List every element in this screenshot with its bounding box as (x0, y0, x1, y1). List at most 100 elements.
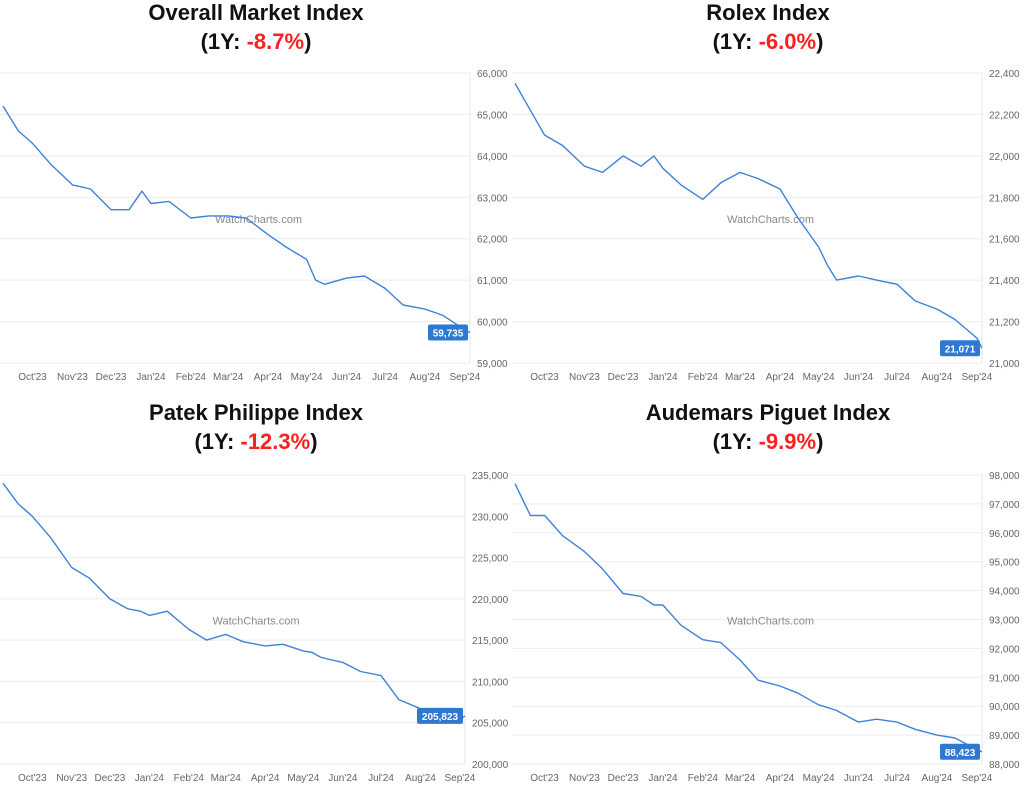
chart-subtitle: (1Y: -12.3%) (0, 429, 512, 455)
watermark: WatchCharts.com (727, 214, 814, 226)
series-line (514, 83, 983, 349)
x-tick-label: Nov'23 (569, 372, 600, 383)
y-tick-label: 60,000 (477, 318, 508, 329)
current-value-badge (417, 707, 463, 724)
y-tick-label: 59,000 (477, 359, 508, 370)
y-tick-label: 64,000 (477, 152, 508, 163)
x-tick-label: Apr'24 (251, 773, 280, 784)
x-tick-label: Feb'24 (176, 372, 207, 383)
x-tick-label: Nov'23 (569, 773, 600, 784)
x-tick-label: Mar'24 (211, 773, 242, 784)
y-tick-label: 21,200 (989, 318, 1020, 329)
y-tick-label: 21,400 (989, 276, 1020, 287)
series-line (2, 482, 466, 721)
x-tick-label: Sep'24 (449, 372, 480, 383)
x-tick-label: Nov'23 (56, 773, 87, 784)
x-tick-label: Jan'24 (648, 773, 678, 784)
current-value-label: 21,071 (945, 344, 976, 355)
y-tick-label: 62,000 (477, 235, 508, 246)
y-tick-label: 21,000 (989, 359, 1020, 370)
change-value: -9.9% (758, 429, 817, 454)
y-tick-label: 220,000 (472, 595, 509, 606)
chart-patek-philippe: Patek Philippe Index (1Y: -12.3%) 200,00… (0, 400, 512, 792)
y-tick-label: 205,000 (472, 719, 509, 730)
change-value: -12.3% (240, 429, 311, 454)
x-tick-label: Jan'24 (136, 372, 166, 383)
y-tick-label: 22,000 (989, 152, 1020, 163)
subtitle-prefix: (1Y: (194, 429, 241, 454)
x-tick-label: May'24 (803, 372, 835, 383)
current-value-badge (940, 340, 980, 357)
y-tick-label: 97,000 (989, 500, 1020, 511)
chart-title: Audemars Piguet Index (645, 400, 891, 425)
x-tick-label: Aug'24 (405, 773, 436, 784)
chart-subtitle: (1Y: -8.7%) (0, 29, 512, 55)
x-tick-label: Apr'24 (766, 773, 795, 784)
x-tick-label: Apr'24 (766, 372, 795, 383)
y-tick-label: 91,000 (989, 673, 1020, 684)
x-tick-label: Oct'23 (530, 372, 559, 383)
subtitle-suffix: ) (304, 29, 312, 54)
chart-subtitle: (1Y: -9.9%) (512, 429, 1024, 455)
y-tick-label: 92,000 (989, 644, 1020, 655)
y-tick-label: 215,000 (472, 636, 509, 647)
change-value: -6.0% (758, 29, 817, 54)
chart-plot: 88,000 89,000 90,000 91,000 92,000 93,000 94,0… (512, 471, 1020, 784)
x-tick-label: Mar'24 (725, 372, 756, 383)
chart-overall-market: Overall Market Index (1Y: -8.7%) 59,000 6… (0, 0, 512, 392)
change-value: -8.7% (246, 29, 305, 54)
x-tick-label: May'24 (291, 372, 323, 383)
subtitle-suffix: ) (310, 429, 318, 454)
chart-title: Patek Philippe Index (149, 400, 363, 425)
subtitle-prefix: (1Y: (712, 29, 759, 54)
x-tick-label: Feb'24 (688, 773, 719, 784)
current-value-label: 88,423 (945, 748, 976, 759)
y-tick-label: 235,000 (472, 471, 509, 482)
watermark: WatchCharts.com (212, 616, 299, 628)
x-tick-label: Oct'23 (18, 372, 47, 383)
x-tick-label: Aug'24 (922, 773, 953, 784)
y-tick-label: 98,000 (989, 471, 1020, 482)
y-tick-label: 63,000 (477, 193, 508, 204)
y-tick-label: 200,000 (472, 760, 509, 771)
y-tick-label: 21,600 (989, 235, 1020, 246)
x-tick-label: Sep'24 (961, 372, 992, 383)
y-tick-label: 96,000 (989, 529, 1020, 540)
series-line (514, 483, 983, 753)
y-tick-label: 66,000 (477, 69, 508, 80)
x-tick-label: May'24 (803, 773, 835, 784)
x-tick-label: Jan'24 (135, 773, 165, 784)
y-tick-label: 94,000 (989, 587, 1020, 598)
x-tick-label: Aug'24 (410, 372, 441, 383)
chart-title: Overall Market Index (148, 0, 364, 25)
subtitle-suffix: ) (816, 429, 824, 454)
chart-title: Rolex Index (706, 0, 830, 25)
x-tick-label: Jul'24 (368, 773, 394, 784)
chart-subtitle: (1Y: -6.0%) (512, 29, 1024, 55)
x-tick-label: Sep'24 (961, 773, 992, 784)
x-tick-label: May'24 (287, 773, 319, 784)
x-tick-label: Mar'24 (725, 773, 756, 784)
x-tick-label: Dec'23 (608, 773, 639, 784)
chart-plot: 21,000 21,200 21,400 21,600 21,800 22,000 22,2… (512, 69, 1020, 383)
chart-rolex: Rolex Index (1Y: -6.0%) 21,000 21,200 21,4… (512, 0, 1024, 392)
x-tick-label: Nov'23 (57, 372, 88, 383)
x-tick-label: Dec'23 (96, 372, 127, 383)
y-tick-label: 61,000 (477, 276, 508, 287)
y-tick-label: 21,800 (989, 193, 1020, 204)
chart-plot: 200,000 205,000 210,000 215,000 220,000 225,0… (0, 471, 509, 784)
y-tick-label: 93,000 (989, 616, 1020, 627)
current-value-badge (428, 324, 468, 341)
watermark: WatchCharts.com (727, 616, 814, 628)
y-tick-label: 22,200 (989, 110, 1020, 121)
x-tick-label: Jun'24 (844, 773, 874, 784)
x-tick-label: Jul'24 (884, 372, 910, 383)
y-tick-label: 22,400 (989, 69, 1020, 80)
x-tick-label: Feb'24 (688, 372, 719, 383)
y-tick-label: 225,000 (472, 554, 509, 565)
y-tick-label: 90,000 (989, 702, 1020, 713)
x-tick-label: Oct'23 (530, 773, 559, 784)
x-tick-label: Jan'24 (648, 372, 678, 383)
x-tick-label: Oct'23 (18, 773, 47, 784)
x-tick-label: Jun'24 (328, 773, 358, 784)
